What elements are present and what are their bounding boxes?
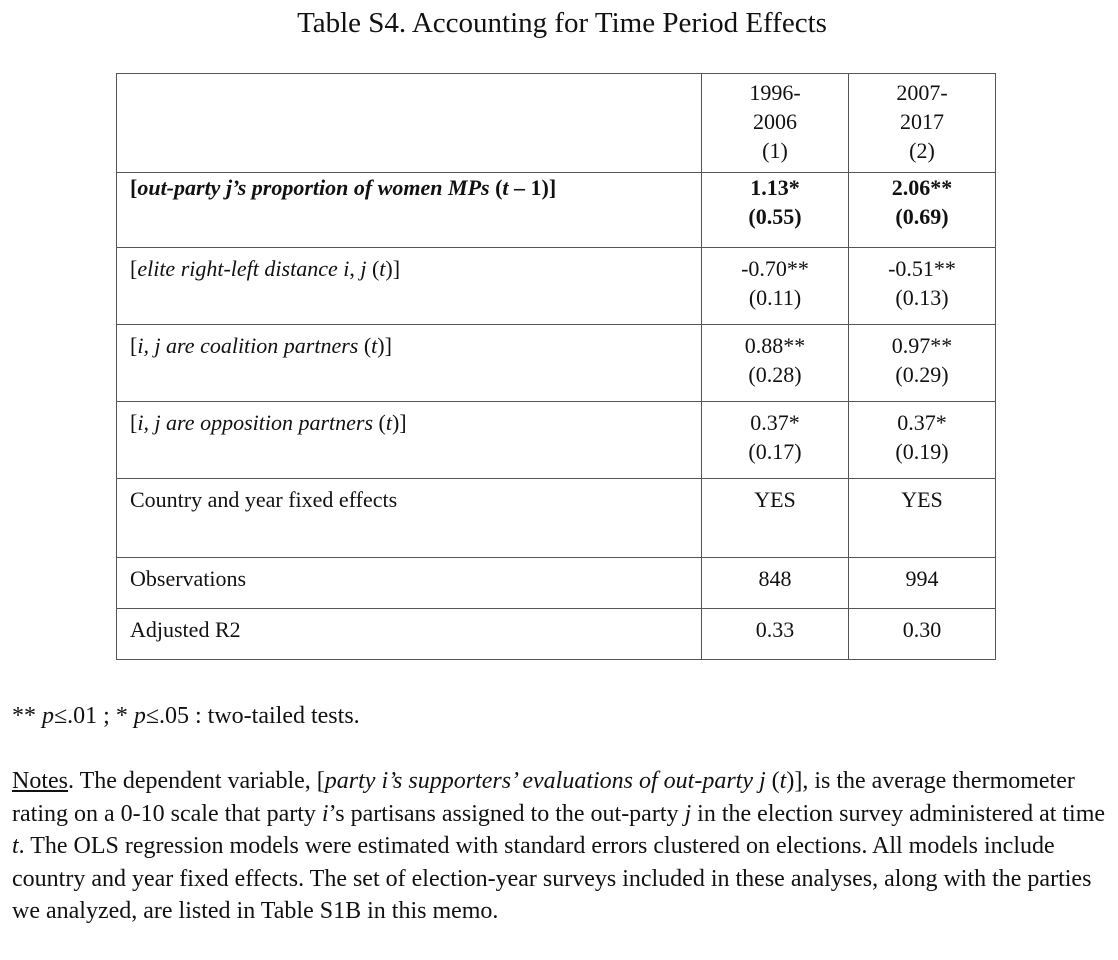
cell-coalition-model-1: 0.88** (0.28) <box>701 324 849 402</box>
row-label-coalition-partners: [i, j are coalition partners (t)] <box>116 324 702 402</box>
cell-coalition-model-2: 0.97** (0.29) <box>848 324 996 402</box>
regression-table: 1996- 2006 (1) 2007- 2017 (2) [out-party… <box>116 73 996 660</box>
coefficient: -0.51** <box>888 256 956 281</box>
row-label-women-mps: [out-party j’s proportion of women MPs (… <box>116 172 702 248</box>
column-2-years-top: 2007- <box>896 80 948 105</box>
table-row: Observations 848 994 <box>116 557 996 609</box>
coefficient: 1.13* <box>750 175 800 200</box>
table-notes: Notes. The dependent variable, [party i’… <box>12 768 1106 925</box>
column-1-years-top: 1996- <box>749 80 801 105</box>
standard-error: (0.29) <box>895 362 949 387</box>
table-header-row: 1996- 2006 (1) 2007- 2017 (2) <box>116 73 996 173</box>
cell-fixed-effects-model-1: YES <box>701 478 849 558</box>
cell-observations-model-2: 994 <box>848 557 996 609</box>
table-row: Country and year fixed effects YES YES <box>116 478 996 558</box>
row-label-elite-distance: [elite right-left distance i, j (t)] <box>116 247 702 325</box>
cell-observations-model-1: 848 <box>701 557 849 609</box>
standard-error: (0.55) <box>748 204 802 229</box>
table-title: Table S4. Accounting for Time Period Eff… <box>297 7 827 39</box>
column-1-years-bottom: 2006 <box>753 109 797 134</box>
row-label-fixed-effects: Country and year fixed effects <box>116 478 702 558</box>
coefficient: 0.37* <box>897 410 947 435</box>
cell-fixed-effects-model-2: YES <box>848 478 996 558</box>
table-row: [elite right-left distance i, j (t)] -0.… <box>116 247 996 325</box>
column-2-years-bottom: 2017 <box>900 109 944 134</box>
cell-elite-distance-model-2: -0.51** (0.13) <box>848 247 996 325</box>
standard-error: (0.11) <box>748 285 802 310</box>
standard-error: (0.19) <box>895 439 949 464</box>
row-label-observations: Observations <box>116 557 702 609</box>
significance-legend: ** p≤.01 ; * p≤.05 : two-tailed tests. <box>12 703 360 729</box>
notes-heading: Notes <box>12 768 68 794</box>
table-row: [i, j are opposition partners (t)] 0.37*… <box>116 401 996 479</box>
coefficient: 0.97** <box>891 333 953 358</box>
column-header-1: 1996- 2006 (1) <box>701 73 849 173</box>
cell-opposition-model-2: 0.37* (0.19) <box>848 401 996 479</box>
row-label-adjusted-r2: Adjusted R2 <box>116 608 702 660</box>
standard-error: (0.13) <box>895 285 949 310</box>
cell-adjusted-r2-model-2: 0.30 <box>848 608 996 660</box>
standard-error: (0.28) <box>748 362 802 387</box>
coefficient: -0.70** <box>741 256 809 281</box>
cell-elite-distance-model-1: -0.70** (0.11) <box>701 247 849 325</box>
table-row: Adjusted R2 0.33 0.30 <box>116 608 996 660</box>
row-label-opposition-partners: [i, j are opposition partners (t)] <box>116 401 702 479</box>
column-1-model-number: (1) <box>762 138 788 163</box>
column-header-2: 2007- 2017 (2) <box>848 73 996 173</box>
column-2-model-number: (2) <box>909 138 935 163</box>
coefficient: 0.37* <box>750 410 800 435</box>
standard-error: (0.69) <box>895 204 949 229</box>
coefficient: 2.06** <box>891 175 953 200</box>
header-label-cell <box>116 73 702 173</box>
cell-women-mps-model-1: 1.13* (0.55) <box>701 172 849 248</box>
cell-opposition-model-1: 0.37* (0.17) <box>701 401 849 479</box>
standard-error: (0.17) <box>748 439 802 464</box>
table-row: [i, j are coalition partners (t)] 0.88**… <box>116 324 996 402</box>
cell-adjusted-r2-model-1: 0.33 <box>701 608 849 660</box>
table-row: [out-party j’s proportion of women MPs (… <box>116 172 996 248</box>
cell-women-mps-model-2: 2.06** (0.69) <box>848 172 996 248</box>
coefficient: 0.88** <box>744 333 806 358</box>
